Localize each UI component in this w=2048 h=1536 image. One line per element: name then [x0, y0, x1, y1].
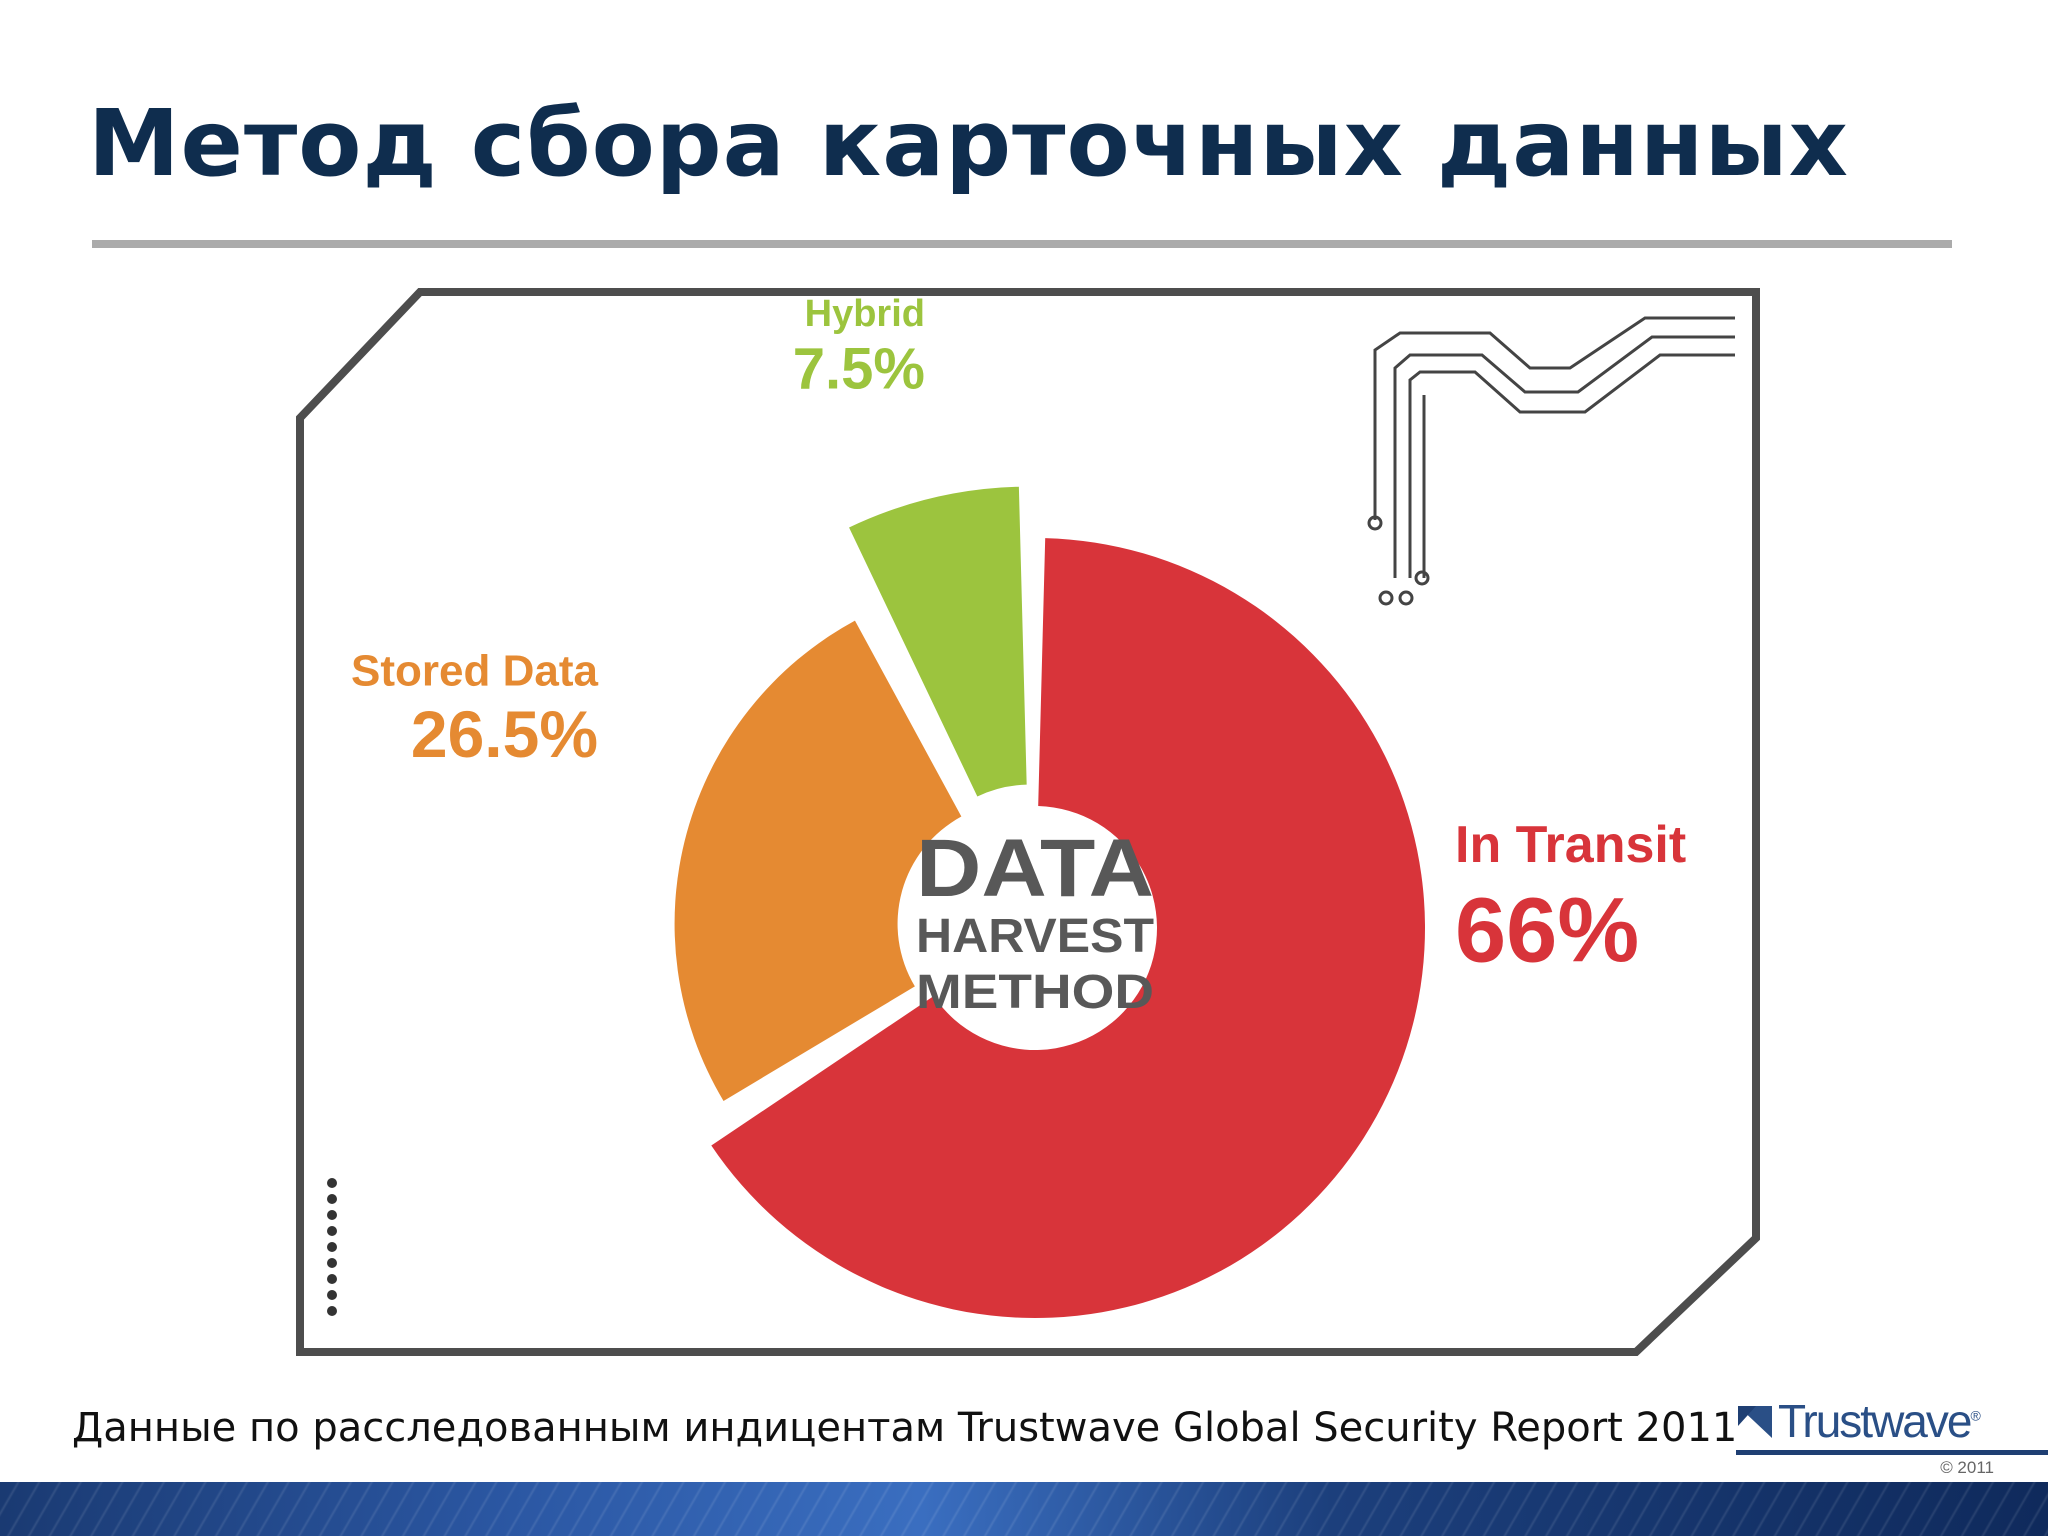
- corner-dots-decoration: [327, 1178, 337, 1316]
- slice-hybrid: [849, 486, 1027, 797]
- slice-in-transit: [711, 538, 1425, 1318]
- circuit-decoration: [1367, 316, 1735, 606]
- decorative-dot: [327, 1290, 337, 1300]
- decorative-dot: [327, 1306, 337, 1316]
- value-hybrid: 7.5%: [793, 336, 925, 401]
- value-stored-data: 26.5%: [411, 697, 598, 771]
- footer-streaks: [0, 1482, 2048, 1536]
- trustwave-logo: Trustwave® © 2011: [1736, 1394, 2048, 1477]
- decorative-dot: [327, 1226, 337, 1236]
- footer-band: [0, 1482, 2048, 1536]
- label-in-transit: In Transit: [1455, 816, 1686, 874]
- registered-mark: ®: [1970, 1407, 1980, 1424]
- center-label-line: HARVEST: [916, 910, 1154, 963]
- slice-stored-data: [674, 620, 962, 1101]
- slide-title: Метод сбора карточных данных: [88, 90, 1849, 197]
- source-caption: Данные по расследованным индицентам Trus…: [72, 1405, 1738, 1451]
- logo-copyright: © 2011: [1940, 1458, 1994, 1477]
- trustwave-logo-mark-icon: [1738, 1406, 1772, 1438]
- logo-name-text: Trustwave: [1778, 1395, 1972, 1447]
- chart-frame: [296, 288, 1760, 1356]
- label-hybrid: Hybrid: [805, 293, 925, 335]
- center-label-line: METHOD: [916, 966, 1154, 1019]
- value-in-transit: 66%: [1455, 880, 1639, 982]
- label-stored-data: Stored Data: [351, 647, 598, 696]
- title-divider: [92, 240, 1952, 248]
- center-label-line: DATA: [916, 823, 1154, 914]
- decorative-dot: [327, 1258, 337, 1268]
- logo-underline: [1736, 1450, 2048, 1455]
- decorative-dot: [327, 1242, 337, 1252]
- logo-wordmark: Trustwave®: [1778, 1394, 1981, 1448]
- decorative-dot: [327, 1194, 337, 1204]
- decorative-dot: [327, 1178, 337, 1188]
- decorative-dot: [327, 1274, 337, 1284]
- decorative-dot: [327, 1210, 337, 1220]
